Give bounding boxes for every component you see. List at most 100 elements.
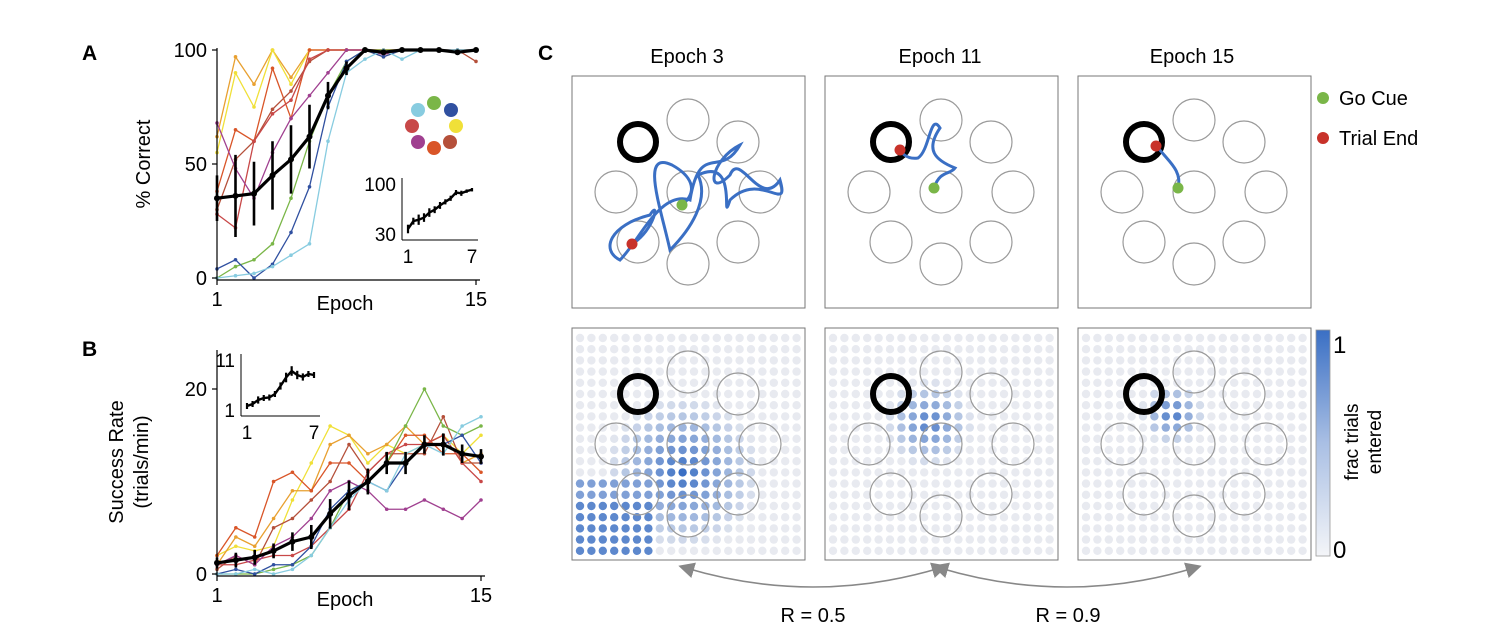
heatmap-cell — [1011, 378, 1020, 387]
heatmap-cell — [1195, 434, 1205, 443]
heatmap-cell — [1161, 434, 1171, 443]
heatmap-cell — [1034, 535, 1043, 544]
heatmap-cell — [897, 546, 906, 555]
heatmap-cell — [587, 345, 596, 354]
chart-b-x-tick-label: 1 — [211, 585, 222, 607]
heatmap-cell — [575, 378, 585, 387]
heatmap-cell — [908, 345, 917, 354]
chart-b-series-1-point — [271, 516, 276, 521]
heatmap-cell — [828, 524, 838, 533]
heatmap-cell — [874, 546, 883, 555]
heatmap-cell — [1287, 434, 1296, 443]
heatmap-cell — [1184, 546, 1193, 555]
heatmap-cell — [746, 412, 756, 421]
heatmap-cell — [1287, 468, 1296, 477]
heatmap-cell — [1264, 333, 1273, 343]
heatmap-cell — [575, 524, 585, 533]
heatmap-cell — [1104, 524, 1114, 533]
heatmap-cell — [1298, 479, 1307, 488]
heatmap-cell — [1104, 412, 1114, 421]
heatmap-cell — [1011, 468, 1020, 477]
heatmap-cell — [1241, 524, 1250, 533]
heatmap-cell — [758, 468, 767, 477]
heatmap-cell — [988, 345, 997, 354]
heatmap-cell — [792, 524, 801, 533]
heatmap-cell — [712, 367, 721, 376]
heatmap-cell — [1022, 389, 1031, 399]
heatmap-cell — [769, 356, 778, 365]
heatmap-cell — [678, 401, 687, 410]
heatmap-cell — [689, 356, 699, 365]
heatmap-cell — [1104, 333, 1114, 343]
heatmap-cell — [942, 546, 952, 555]
heatmap-cell — [735, 490, 744, 499]
heatmap-cell — [1287, 401, 1296, 410]
chart-a-series-4-point — [289, 98, 293, 102]
chart-b-mean-point — [459, 450, 466, 457]
heatmap-cell — [632, 501, 642, 511]
trajectory-panel-3-target — [1172, 98, 1216, 142]
heatmap-cell — [1287, 513, 1296, 522]
target-color-dot — [427, 96, 441, 110]
heatmap-cell — [863, 501, 872, 511]
heatmap-cell — [792, 333, 801, 343]
heatmap-cell — [1298, 333, 1307, 343]
heatmap-cell — [655, 513, 664, 522]
chart-b-series-2-point — [234, 525, 238, 530]
heatmap-cell — [1218, 501, 1228, 511]
heatmap-cell — [942, 401, 952, 410]
heatmap-cell — [908, 546, 917, 555]
heatmap-cell — [920, 389, 929, 399]
heatmap-cell — [897, 367, 906, 376]
heatmap-cell — [758, 513, 767, 522]
heatmap-cell — [678, 501, 687, 511]
heatmap-cell — [1138, 434, 1148, 443]
heatmap-cell — [621, 356, 630, 365]
heatmap-cell — [863, 479, 872, 488]
heatmap-cell — [1195, 333, 1205, 343]
heatmap-cell — [610, 412, 619, 421]
heatmap-cell — [621, 479, 630, 488]
chart-a-x-tick-label: 15 — [465, 289, 487, 311]
heatmap-cell — [965, 367, 974, 376]
heatmap-cell — [1116, 378, 1125, 387]
heatmap-cell — [598, 535, 607, 544]
heatmap-cell — [1104, 546, 1114, 555]
heatmap-cell — [851, 412, 860, 421]
heatmap-cell — [897, 445, 906, 455]
chart-b-inset-line — [246, 369, 315, 408]
heatmap-cell — [781, 501, 790, 511]
heatmap-cell — [724, 501, 733, 511]
heatmap-cell — [689, 513, 699, 522]
heatmap-cell — [1264, 513, 1273, 522]
heatmap-cell — [1081, 356, 1091, 365]
heatmap-cell — [1173, 333, 1182, 343]
heatmap-cell — [610, 401, 619, 410]
heatmap-cell — [598, 513, 607, 522]
heatmap-cell — [1275, 490, 1285, 499]
heatmap-cell — [758, 535, 767, 544]
heatmap-cell — [1230, 513, 1239, 522]
heatmap-cell — [1195, 524, 1205, 533]
heatmap-cell — [1184, 479, 1193, 488]
heatmap-cell — [678, 513, 687, 522]
heatmap-cell — [667, 490, 676, 499]
heatmap-cell — [840, 513, 849, 522]
heatmap-cell — [1034, 501, 1043, 511]
heatmap-panel-2-target — [969, 472, 1013, 516]
heatmap-cell — [965, 333, 974, 343]
heatmap-cell — [954, 457, 963, 466]
heatmap-cell — [1218, 535, 1228, 544]
heatmap-cell — [1081, 468, 1091, 477]
heatmap-cell — [678, 468, 687, 477]
heatmap-cell — [1184, 423, 1193, 432]
heatmap-cell — [712, 546, 721, 555]
heatmap-cell — [1150, 490, 1159, 499]
panel-label-b: B — [82, 338, 97, 361]
heatmap-cell — [1116, 434, 1125, 443]
heatmap-cell — [1150, 501, 1159, 511]
heatmap-cell — [724, 378, 733, 387]
heatmap-cell — [1287, 412, 1296, 421]
heatmap-cell — [781, 423, 790, 432]
chart-b-series-0-point — [309, 461, 314, 465]
